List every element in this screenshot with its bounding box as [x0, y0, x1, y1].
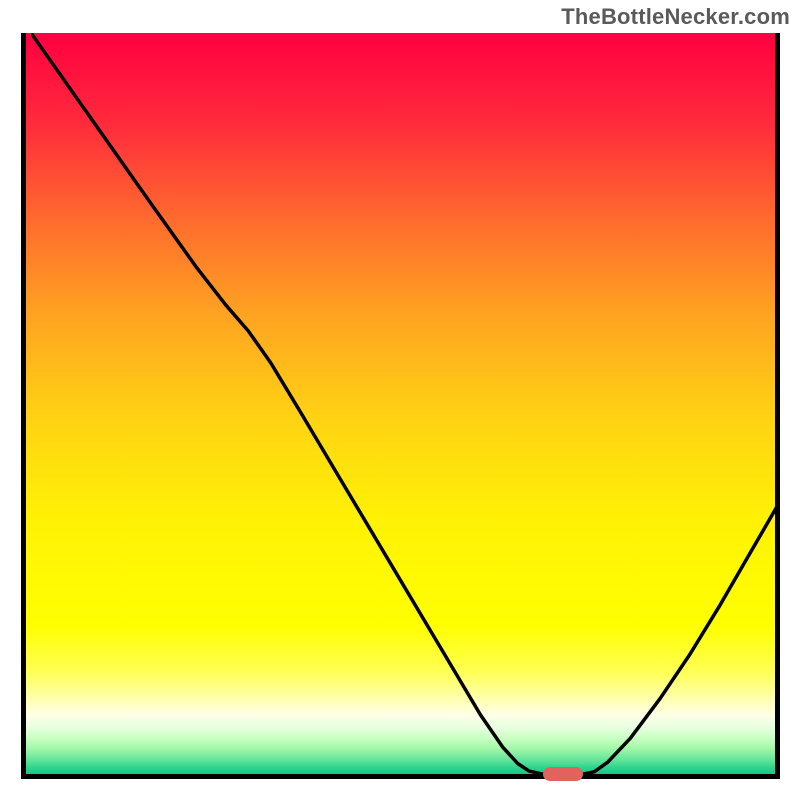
- figure-canvas: TheBottleNecker.com: [0, 0, 800, 800]
- curve-path: [31, 33, 780, 774]
- plot-area: [21, 33, 780, 779]
- bottleneck-curve: [31, 33, 780, 774]
- optimum-marker: [543, 767, 583, 781]
- watermark-text: TheBottleNecker.com: [561, 4, 790, 30]
